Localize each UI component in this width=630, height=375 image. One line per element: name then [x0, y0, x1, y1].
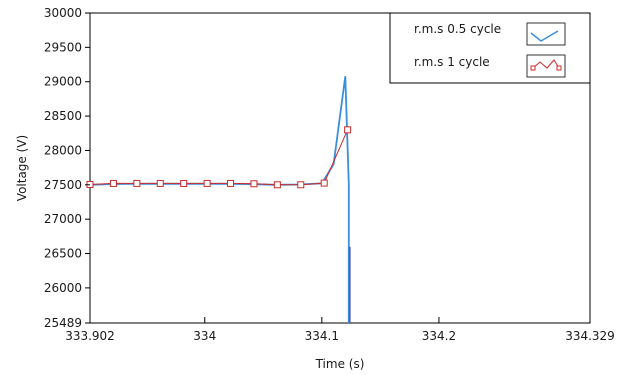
series-1-point-6 — [227, 179, 235, 187]
legend-swatch-1-marker-a — [530, 65, 536, 71]
y-tick-label-9: 30000 — [44, 6, 82, 20]
series-1-point-1 — [109, 179, 117, 187]
x-tick-label-3: 334.2 — [422, 329, 456, 343]
series-1-point-9 — [297, 181, 305, 189]
y-axis-title: Voltage (V) — [15, 135, 29, 201]
series-1-point-10 — [320, 179, 328, 187]
y-tick-label-8: 29500 — [44, 40, 82, 54]
legend-swatch-1 — [526, 54, 566, 78]
series-1-point-3 — [156, 179, 164, 187]
series-1-point-5 — [203, 179, 211, 187]
y-tick-label-0: 25489 — [44, 316, 82, 330]
y-tick-label-1: 26000 — [44, 281, 82, 295]
y-tick-label-7: 29000 — [44, 75, 82, 89]
series-1-point-4 — [180, 179, 188, 187]
series-1-point-2 — [133, 179, 141, 187]
x-tick-label-1: 334 — [193, 329, 216, 343]
x-tick-label-2: 334.1 — [305, 329, 339, 343]
y-tick-label-5: 28000 — [44, 143, 82, 157]
legend-swatch-0-line — [530, 30, 559, 42]
series-1-point-7 — [250, 180, 258, 188]
legend-label-1: r.m.s 1 cycle — [414, 55, 490, 69]
series-layer — [86, 76, 352, 323]
legend-swatch-1-line — [532, 59, 560, 69]
series-1-line — [89, 129, 349, 186]
y-tick-label-6: 28500 — [44, 109, 82, 123]
series-1-point-11 — [344, 126, 352, 134]
axis-layer: 333.902 334 334.1 334.2 334.329 25489 26000 265… — [44, 6, 615, 343]
y-tick-label-2: 26500 — [44, 247, 82, 261]
x-tick-label-0: 333.902 — [65, 329, 115, 343]
legend-swatch-0 — [526, 22, 566, 46]
x-axis-title: Time (s) — [315, 357, 365, 371]
y-tick-label-3: 27000 — [44, 212, 82, 226]
x-tick-label-4: 334.329 — [565, 329, 615, 343]
series-1-point-8 — [273, 181, 281, 189]
legend-swatch-1-marker-b — [556, 65, 562, 71]
legend-label-0: r.m.s 0.5 cycle — [414, 22, 501, 36]
y-tick-label-4: 27500 — [44, 178, 82, 192]
legend[interactable]: r.m.s 0.5 cycle r.m.s 1 cycle — [389, 12, 591, 84]
